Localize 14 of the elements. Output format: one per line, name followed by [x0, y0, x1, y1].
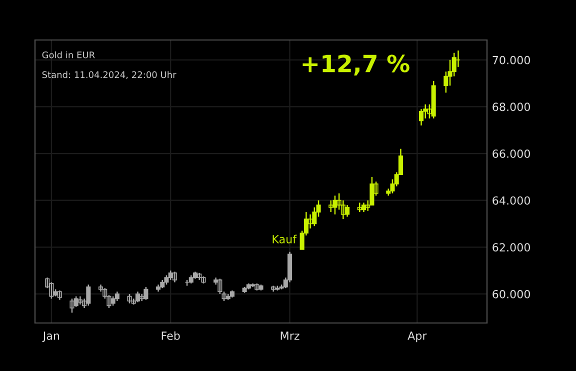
x-tick-label: Feb [162, 331, 180, 340]
annotation: Kauf [272, 234, 297, 244]
x-tick-label: Mrz [280, 332, 300, 340]
text: Gold in EUR [42, 51, 95, 58]
annotation: +12,7 % [302, 54, 410, 76]
text: Stand: 11.04.2024, 22:00 Uhr [42, 71, 176, 80]
y-tick-label: 66.000 [492, 150, 530, 158]
x-tick-label: Apr [408, 332, 427, 342]
y-tick-label: 70.000 [492, 56, 530, 64]
y-tick-label: 64.000 [492, 196, 530, 205]
y-tick-label: 60.000 [492, 290, 530, 298]
y-tick-label: 62.000 [492, 243, 530, 252]
x-tick-label: Jan [42, 332, 60, 342]
y-tick-label: 68.000 [492, 102, 530, 112]
